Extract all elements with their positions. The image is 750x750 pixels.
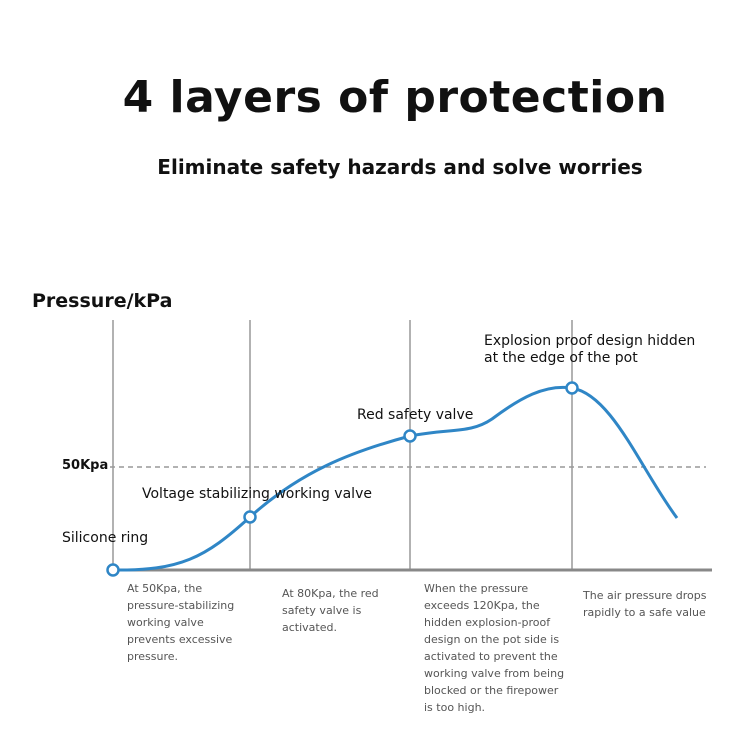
stage-point [243, 510, 257, 524]
stage-label-red-safety-valve: Red safety valve [357, 407, 474, 423]
stage-point [403, 429, 417, 443]
stage-description-explosion-proof: When the pressure exceeds 120Kpa, the hi… [424, 582, 565, 714]
pressure-curve [112, 385, 679, 572]
page-subtitle: Eliminate safety hazards and solve worri… [157, 155, 643, 179]
stage-label-silicone-ring: Silicone ring [62, 530, 149, 546]
stage-description-pressure-drop: The air pressure drops rapidly to a safe… [583, 589, 707, 619]
stage-label-working-valve: Voltage stabilizing working valve [142, 486, 372, 502]
y-axis-label: Pressure/kPa [32, 290, 173, 312]
stage-label-explosion-proof: Explosion proof design hidden at the edg… [484, 333, 696, 366]
stage-point [106, 563, 120, 577]
stage-description-working-valve: At 50Kpa, the pressure-stabilizing worki… [127, 582, 235, 663]
stage-point [565, 381, 579, 395]
stage-description-red-safety-valve: At 80Kpa, the red safety valve is activa… [282, 587, 379, 634]
reference-line-label: 50Kpa [62, 458, 109, 473]
page-title: 4 layers of protection [122, 72, 668, 123]
